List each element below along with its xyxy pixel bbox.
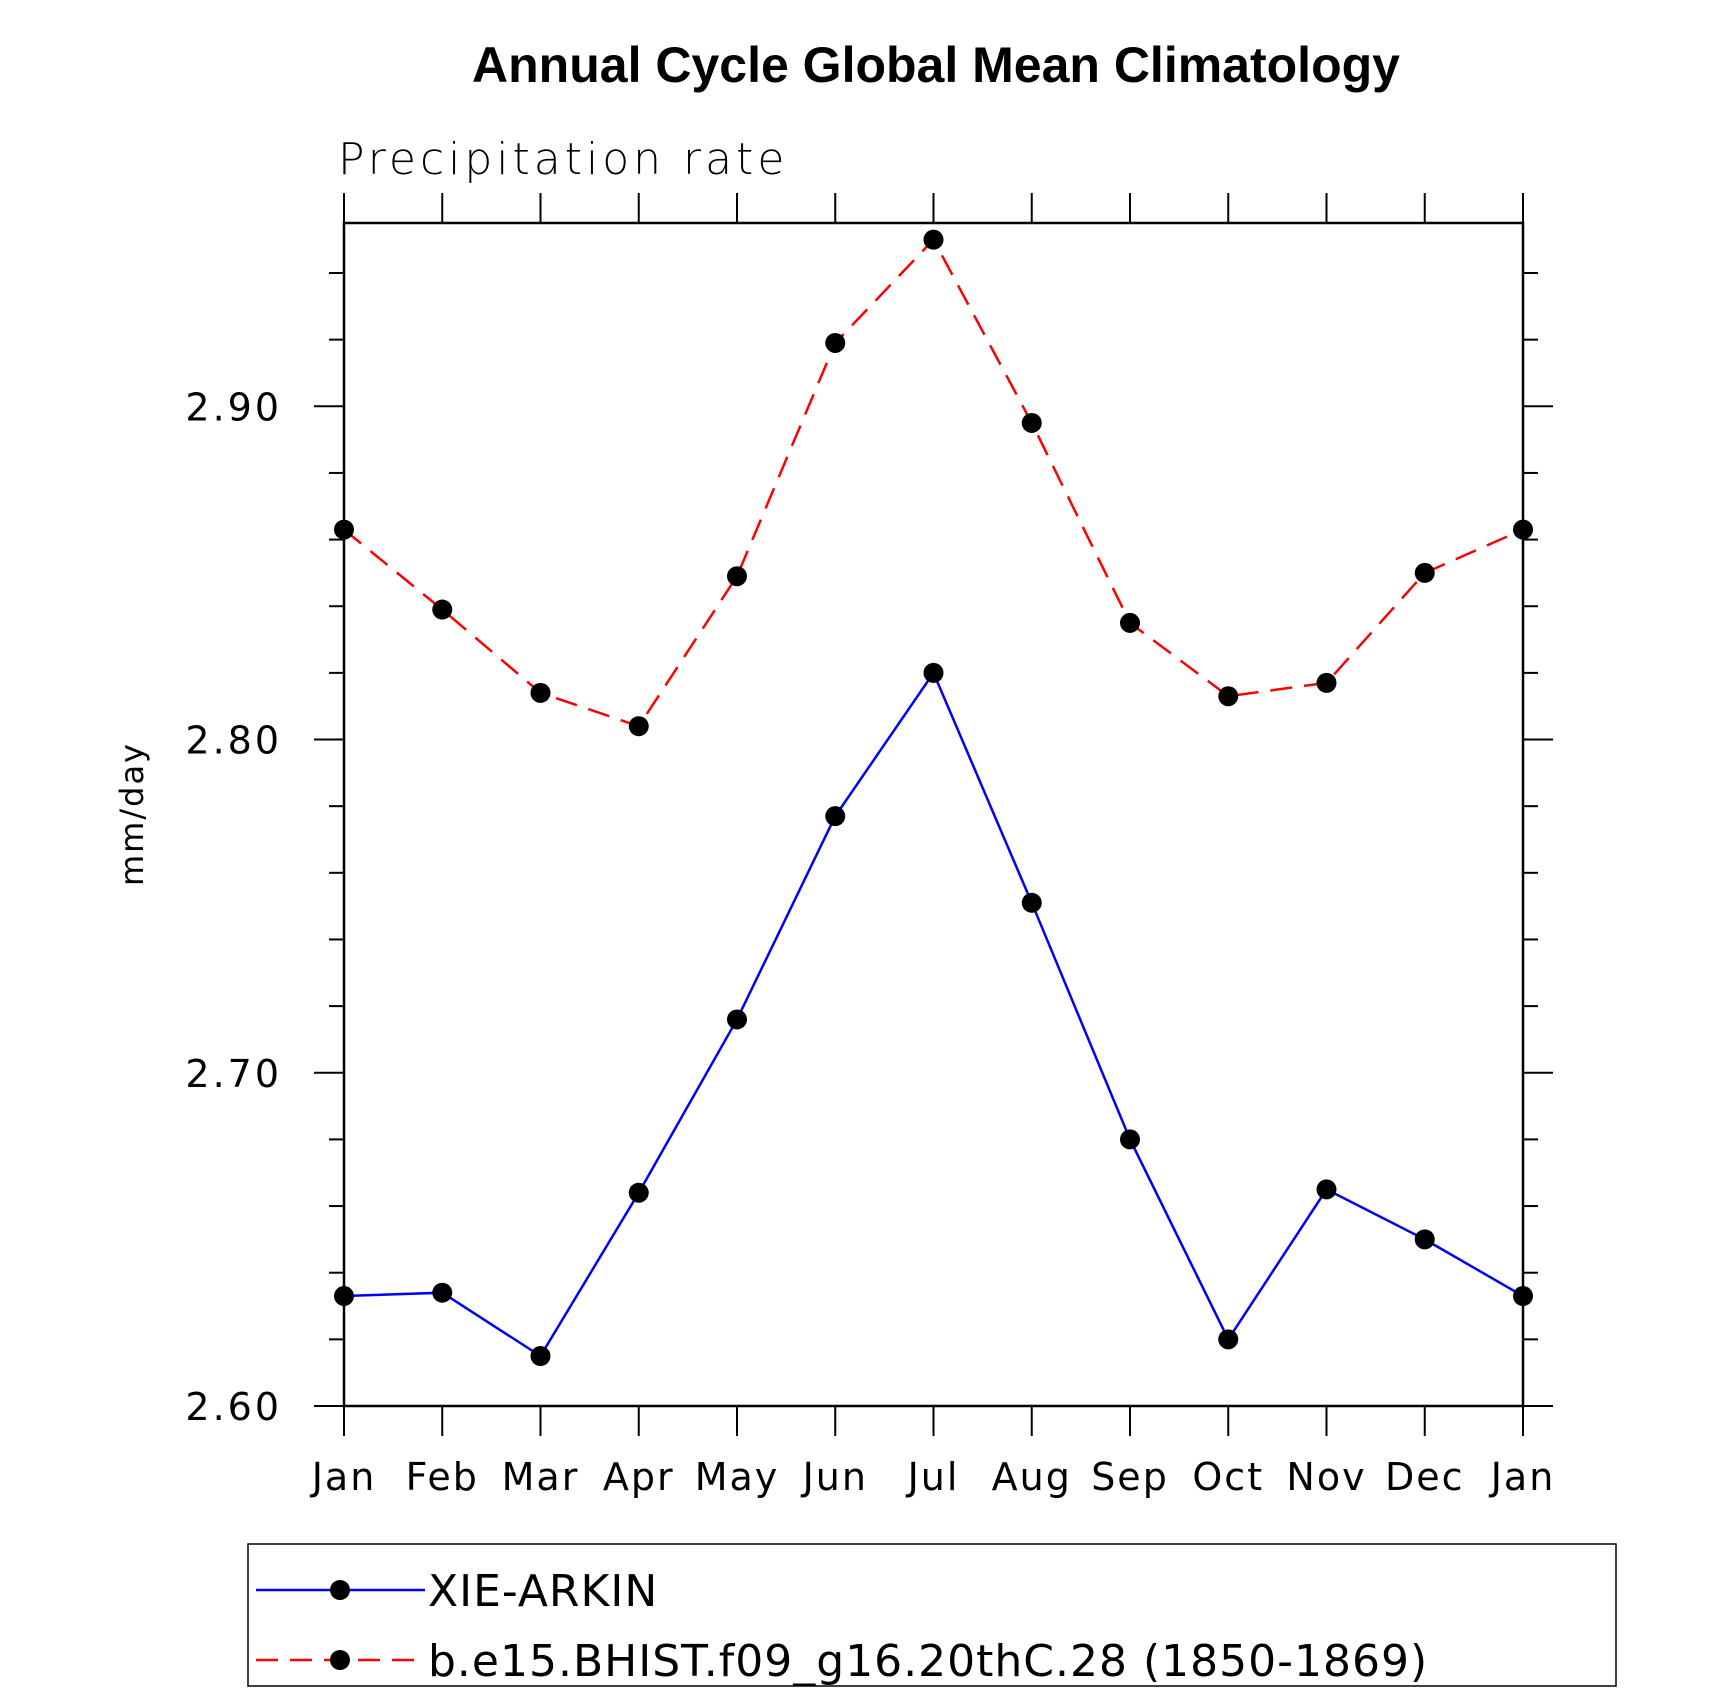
- series-line: [343, 237, 1524, 728]
- legend-marker: [330, 1650, 350, 1670]
- x-tick-label: Jul: [906, 1455, 960, 1499]
- y-tick-label: 2.90: [185, 385, 282, 429]
- data-point: [1218, 1329, 1239, 1350]
- series-1: [334, 662, 1533, 1367]
- x-tick-label: Dec: [1385, 1455, 1465, 1499]
- x-axis: Jan Feb Mar Apr May Jun Jul Aug Sep Oct Nov Dec Jan: [310, 193, 1556, 1499]
- series-2: [334, 229, 1533, 737]
- legend-label: b.e15.BHIST.f09_g16.20thC.28 (1850-1869): [428, 1636, 1428, 1687]
- data-point: [1120, 612, 1140, 633]
- data-point: [628, 716, 649, 737]
- plot-border: [342, 221, 1525, 1408]
- data-point: [1218, 686, 1239, 707]
- data-point: [825, 332, 846, 353]
- x-tick-label: May: [695, 1455, 780, 1499]
- y-tick-label: 2.60: [185, 1385, 282, 1429]
- plot-frame: [342, 221, 1525, 1408]
- data-point: [628, 1182, 649, 1203]
- legend-box: [247, 1543, 1617, 1687]
- x-tick-label: Aug: [992, 1455, 1072, 1499]
- x-tick-label: Mar: [502, 1455, 580, 1499]
- data-point: [1513, 519, 1533, 540]
- legend-entry-2: b.e15.BHIST.f09_g16.20thC.28 (1850-1869): [256, 1636, 1428, 1687]
- data-point: [923, 229, 944, 250]
- series-line: [343, 670, 1524, 1358]
- series-layer: [334, 229, 1533, 1367]
- y-axis: 2.60 2.70 2.80 2.90: [185, 271, 1553, 1429]
- data-point: [530, 682, 551, 703]
- data-point: [334, 519, 354, 540]
- x-tick-label: Jun: [801, 1455, 868, 1499]
- x-tick-label: Oct: [1192, 1455, 1264, 1499]
- y-axis-label: mm/day: [113, 742, 151, 886]
- data-point: [334, 1286, 354, 1307]
- x-tick-label: Jan: [310, 1455, 377, 1499]
- data-point: [1316, 1179, 1337, 1200]
- data-point: [1021, 892, 1042, 913]
- data-point: [432, 599, 453, 620]
- data-point: [727, 566, 747, 587]
- data-point: [1513, 1286, 1533, 1307]
- x-tick-label: Apr: [603, 1455, 675, 1499]
- data-point: [1316, 672, 1337, 693]
- data-point: [923, 662, 944, 683]
- data-point: [1414, 1229, 1435, 1250]
- legend: XIE-ARKIN b.e15.BHIST.f09_g16.20thC.28 (1…: [247, 1543, 1617, 1687]
- y-tick-label: 2.80: [185, 719, 282, 763]
- data-point: [1414, 562, 1435, 583]
- legend-marker: [330, 1580, 350, 1600]
- data-point: [1120, 1129, 1140, 1150]
- x-tick-label: Sep: [1091, 1455, 1169, 1499]
- data-point: [432, 1282, 453, 1303]
- data-point: [1021, 412, 1042, 433]
- chart-subtitle: Precipitation rate: [338, 134, 788, 185]
- x-tick-label: Nov: [1286, 1455, 1366, 1499]
- legend-entry-1: XIE-ARKIN: [256, 1566, 658, 1617]
- data-point: [825, 806, 846, 827]
- data-point: [727, 1009, 747, 1030]
- x-tick-label: Jan: [1489, 1455, 1556, 1499]
- data-point: [530, 1346, 551, 1367]
- legend-label: XIE-ARKIN: [428, 1566, 658, 1617]
- chart-title: Annual Cycle Global Mean Climatology: [472, 37, 1400, 93]
- x-tick-label: Feb: [406, 1455, 479, 1499]
- y-tick-label: 2.70: [185, 1052, 282, 1096]
